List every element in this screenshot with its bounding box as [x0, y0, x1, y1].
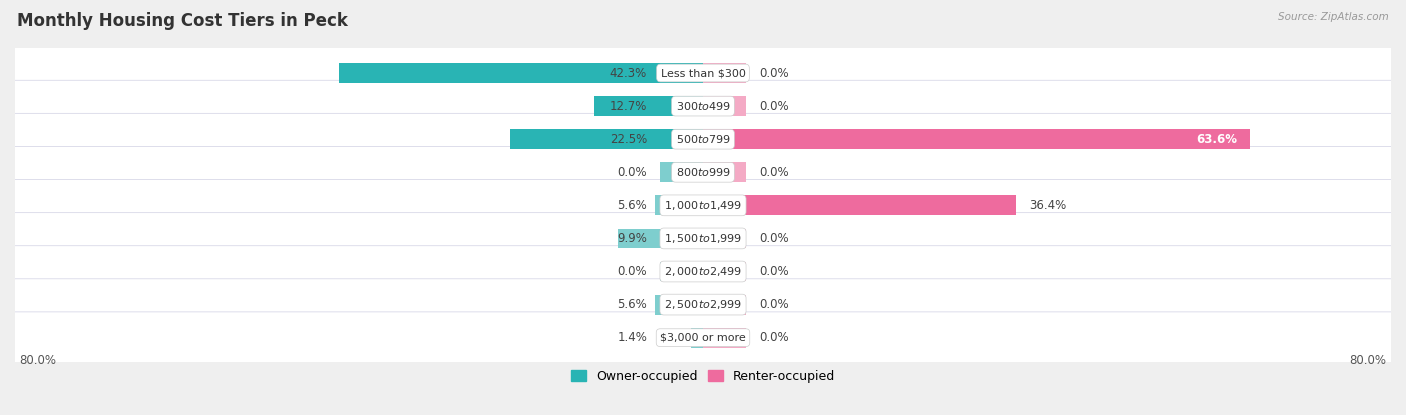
Bar — [690, 328, 703, 348]
Text: $1,000 to $1,499: $1,000 to $1,499 — [664, 199, 742, 212]
Text: 5.6%: 5.6% — [617, 199, 647, 212]
Text: 0.0%: 0.0% — [759, 100, 789, 112]
Text: Monthly Housing Cost Tiers in Peck: Monthly Housing Cost Tiers in Peck — [17, 12, 347, 30]
Bar — [655, 295, 703, 315]
Text: 0.0%: 0.0% — [759, 298, 789, 311]
Text: 42.3%: 42.3% — [610, 66, 647, 80]
Text: $1,500 to $1,999: $1,500 to $1,999 — [664, 232, 742, 245]
Text: 0.0%: 0.0% — [759, 232, 789, 245]
Text: 80.0%: 80.0% — [20, 354, 56, 367]
Bar — [703, 63, 747, 83]
FancyBboxPatch shape — [13, 212, 1393, 264]
Text: 0.0%: 0.0% — [759, 265, 789, 278]
FancyBboxPatch shape — [13, 80, 1393, 132]
Bar — [703, 295, 747, 315]
Bar — [703, 229, 747, 248]
Text: $800 to $999: $800 to $999 — [675, 166, 731, 178]
Bar — [703, 328, 747, 348]
Text: 9.9%: 9.9% — [617, 232, 647, 245]
Legend: Owner-occupied, Renter-occupied: Owner-occupied, Renter-occupied — [571, 370, 835, 383]
Bar — [703, 129, 1250, 149]
Bar — [617, 229, 703, 248]
FancyBboxPatch shape — [13, 312, 1393, 364]
Text: 80.0%: 80.0% — [1350, 354, 1386, 367]
Bar — [703, 162, 747, 182]
Text: $300 to $499: $300 to $499 — [675, 100, 731, 112]
Text: 0.0%: 0.0% — [617, 166, 647, 179]
FancyBboxPatch shape — [13, 113, 1393, 165]
Bar — [655, 195, 703, 215]
Text: 1.4%: 1.4% — [617, 331, 647, 344]
Text: $2,500 to $2,999: $2,500 to $2,999 — [664, 298, 742, 311]
FancyBboxPatch shape — [13, 246, 1393, 297]
Text: 5.6%: 5.6% — [617, 298, 647, 311]
FancyBboxPatch shape — [13, 47, 1393, 99]
Bar — [703, 195, 1017, 215]
Bar — [703, 261, 747, 281]
Text: $500 to $799: $500 to $799 — [675, 133, 731, 145]
FancyBboxPatch shape — [13, 180, 1393, 231]
FancyBboxPatch shape — [13, 146, 1393, 198]
Text: $2,000 to $2,499: $2,000 to $2,499 — [664, 265, 742, 278]
Text: 0.0%: 0.0% — [617, 265, 647, 278]
Bar — [509, 129, 703, 149]
Bar — [593, 96, 703, 116]
Text: Less than $300: Less than $300 — [661, 68, 745, 78]
Text: 12.7%: 12.7% — [610, 100, 647, 112]
Text: 0.0%: 0.0% — [759, 331, 789, 344]
Bar — [339, 63, 703, 83]
Bar — [659, 162, 703, 182]
Bar — [703, 96, 747, 116]
Text: 36.4%: 36.4% — [1029, 199, 1066, 212]
Text: $3,000 or more: $3,000 or more — [661, 333, 745, 343]
Text: 22.5%: 22.5% — [610, 133, 647, 146]
Text: Source: ZipAtlas.com: Source: ZipAtlas.com — [1278, 12, 1389, 22]
FancyBboxPatch shape — [13, 279, 1393, 330]
Text: 63.6%: 63.6% — [1197, 133, 1237, 146]
Bar — [659, 261, 703, 281]
Text: 0.0%: 0.0% — [759, 166, 789, 179]
Text: 0.0%: 0.0% — [759, 66, 789, 80]
